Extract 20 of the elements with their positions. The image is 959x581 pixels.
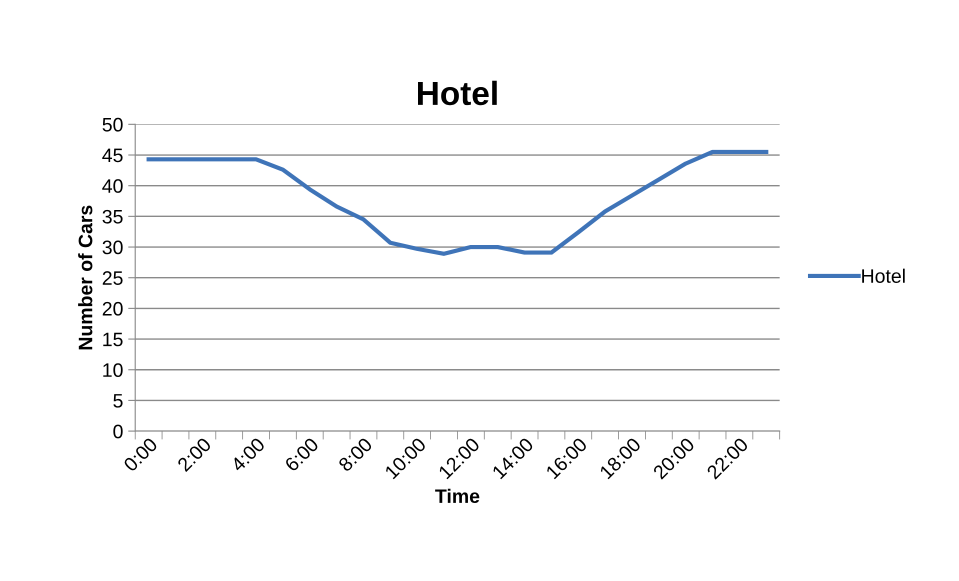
x-axis-title: Time <box>435 488 480 504</box>
y-tick-label: 25 <box>102 271 123 285</box>
chart-title: Hotel <box>418 80 497 106</box>
x-tick-label: 8:00 <box>338 436 374 472</box>
x-tick-label: 4:00 <box>230 436 266 473</box>
y-axis-title: Number of Cars <box>78 206 92 350</box>
y-tick-label: 5 <box>113 394 123 408</box>
y-tick-label: 20 <box>102 302 123 316</box>
line-series <box>146 150 768 256</box>
y-tick-label: 50 <box>102 118 123 132</box>
y-tick-label: 30 <box>102 240 123 254</box>
legend-label: Hotel <box>862 268 905 283</box>
y-tick-label: 45 <box>102 148 123 162</box>
x-tick-label: 0:00 <box>122 436 158 472</box>
y-tick-label: 10 <box>103 363 123 377</box>
y-tick-label: 35 <box>102 210 123 224</box>
y-tick-label: 0 <box>113 424 123 438</box>
y-tick-label: 40 <box>102 179 123 193</box>
x-tick-label: 6:00 <box>284 436 320 472</box>
y-tick-label: 15 <box>103 332 123 346</box>
